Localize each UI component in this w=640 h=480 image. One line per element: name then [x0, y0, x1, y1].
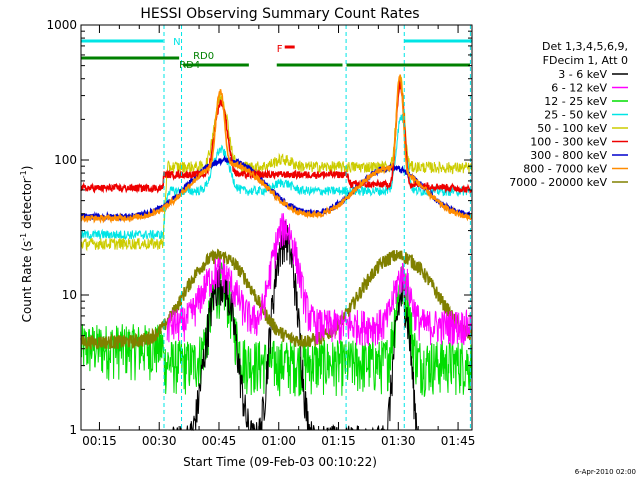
- legend-header-detectors: Det 1,3,4,5,6,9,: [542, 40, 628, 53]
- x-axis-label: Start Time (09-Feb-03 00:10:22): [183, 455, 377, 469]
- legend-header-attenuator: FDecim 1, Att 0: [543, 54, 628, 67]
- x-tick-label: 01:45: [441, 434, 476, 448]
- legend-entry-label: 12 - 25 keV: [544, 95, 607, 108]
- x-tick-label: 00:45: [202, 434, 237, 448]
- y-axis-label-sup1: -1: [19, 233, 28, 241]
- flag-rd0-label: RD0: [193, 51, 214, 62]
- x-tick-label: 01:30: [381, 434, 416, 448]
- legend-entry-label: 6 - 12 keV: [551, 82, 607, 95]
- legend: Det 1,3,4,5,6,9,FDecim 1, Att 03 - 6 keV…: [509, 40, 628, 189]
- legend-entry-label: 50 - 100 keV: [537, 122, 607, 135]
- x-tick-label: 01:15: [321, 434, 356, 448]
- legend-entry-label: 800 - 7000 keV: [523, 163, 607, 176]
- legend-entry-label: 25 - 50 keV: [544, 109, 607, 122]
- legend-entry-label: 100 - 300 keV: [530, 136, 607, 149]
- series-6-12-kev: [166, 213, 472, 346]
- flag-n-label: N: [173, 37, 180, 48]
- series-800-7000-kev: [80, 74, 472, 224]
- y-axis-label: Count Rate (s-1 detector-1): [19, 166, 34, 323]
- y-tick-label: 100: [54, 153, 77, 167]
- flag-f-label: F: [277, 44, 283, 55]
- legend-entry-label: 300 - 800 keV: [530, 149, 607, 162]
- x-tick-label: 01:00: [261, 434, 296, 448]
- series-7000-20000-kev: [80, 248, 472, 351]
- plot-area: [80, 25, 472, 432]
- y-tick-label: 1000: [46, 18, 77, 32]
- footer-timestamp: 6-Apr-2010 02:00: [575, 468, 636, 476]
- y-axis-label-main: Count Rate (s: [20, 241, 34, 323]
- x-tick-label: 00:15: [82, 434, 117, 448]
- legend-entry-label: 3 - 6 keV: [558, 68, 607, 81]
- y-tick-label: 1: [69, 423, 77, 437]
- y-axis-label-end: ): [20, 166, 34, 171]
- legend-entry-label: 7000 - 20000 keV: [509, 176, 607, 189]
- series-100-300-kev: [80, 79, 472, 195]
- axes: 1 10 100 1000 00:15 00:30 00:45 01:00 01:15 01:30…: [46, 18, 475, 448]
- series-50-100-kev: [80, 75, 472, 252]
- y-axis-label-sup2: -1: [19, 170, 28, 178]
- flag-rd4-label: RD4: [179, 60, 200, 71]
- x-tick-label: 00:30: [142, 434, 177, 448]
- y-axis-label-mid: detector: [20, 178, 34, 233]
- plot-frame: [80, 24, 473, 431]
- chart-title: HESSI Observing Summary Count Rates: [140, 6, 419, 22]
- y-tick-label: 10: [62, 288, 77, 302]
